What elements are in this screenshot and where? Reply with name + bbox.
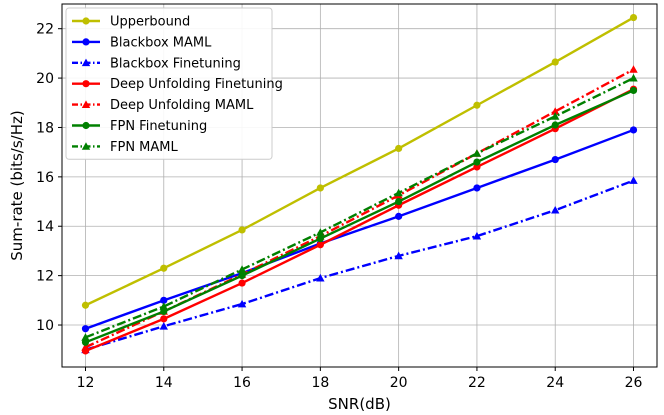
- data-point: [394, 251, 403, 260]
- data-point: [395, 212, 403, 220]
- data-point: [629, 86, 638, 95]
- legend-label: Blackbox Finetuning: [110, 56, 241, 71]
- series-line: [85, 179, 634, 351]
- series-line: [85, 88, 635, 353]
- axis-ticks: 12 14 16 18 20 22 24 26 10 12 14 16 18 20 22: [36, 22, 642, 391]
- legend-label: Deep Unfolding MAML: [110, 98, 254, 113]
- series-blackbox-finetuning: [81, 176, 638, 354]
- x-tick-label: 16: [233, 375, 251, 391]
- legend-label: FPN Finetuning: [110, 119, 207, 134]
- y-tick-label: 14: [36, 219, 54, 235]
- data-point: [238, 226, 246, 234]
- data-point: [316, 228, 325, 236]
- data-point: [551, 58, 559, 66]
- data-point: [316, 241, 324, 249]
- data-point: [551, 112, 560, 120]
- legend-entry: FPN MAML: [72, 140, 178, 155]
- legend: Upperbound Blackbox MAML Blackbox Finetuni…: [65, 7, 283, 160]
- series-line: [84, 68, 635, 349]
- data-point: [82, 80, 90, 88]
- data-point: [473, 184, 481, 192]
- data-point: [237, 299, 247, 308]
- data-point: [394, 188, 403, 197]
- x-tick-label: 24: [546, 375, 564, 391]
- data-point: [551, 107, 560, 115]
- series-line: [85, 77, 635, 339]
- data-point: [316, 184, 324, 192]
- data-point: [160, 264, 168, 272]
- data-point: [472, 231, 482, 240]
- data-point: [82, 38, 90, 46]
- data-point: [473, 101, 481, 109]
- x-axis-label: SNR(dB): [328, 395, 391, 413]
- y-tick-label: 16: [36, 170, 54, 186]
- data-point: [81, 301, 90, 309]
- x-tick-label: 26: [625, 375, 643, 391]
- series-line: [84, 16, 635, 307]
- legend-entry: FPN Finetuning: [72, 119, 207, 134]
- legend-label: Upperbound: [110, 15, 190, 30]
- series-fpn-maml: [81, 73, 638, 341]
- data-point: [159, 322, 168, 330]
- legend-label: Blackbox MAML: [110, 35, 212, 50]
- series-fpn-finetuning: [81, 86, 638, 346]
- data-point: [395, 197, 403, 206]
- legend-entry: Deep Unfolding MAML: [72, 98, 254, 113]
- data-point: [81, 142, 91, 150]
- data-point: [551, 205, 560, 214]
- y-tick-label: 18: [36, 120, 54, 136]
- legend-entry: Deep Unfolding Finetuning: [72, 77, 283, 92]
- data-point: [472, 149, 482, 157]
- data-point: [238, 279, 246, 287]
- legend-entry: Blackbox Finetuning: [72, 56, 241, 71]
- y-tick-label: 22: [36, 22, 54, 38]
- data-point: [160, 296, 168, 304]
- data-point: [395, 144, 403, 153]
- data-point: [629, 73, 638, 82]
- data-point: [82, 121, 90, 130]
- legend-entry: Blackbox MAML: [72, 35, 212, 50]
- series-lines: [81, 13, 638, 355]
- x-tick-label: 22: [468, 375, 486, 391]
- data-point: [316, 273, 325, 282]
- plot-frame: [61, 3, 658, 368]
- data-point: [82, 17, 90, 25]
- y-tick-label: 20: [36, 71, 54, 87]
- legend-label: Deep Unfolding Finetuning: [110, 77, 283, 92]
- x-tick-label: 18: [311, 375, 329, 391]
- y-tick-label: 10: [36, 318, 54, 334]
- data-point: [629, 126, 638, 134]
- data-point: [316, 234, 324, 243]
- data-point: [81, 333, 90, 341]
- data-point: [551, 155, 559, 164]
- data-point: [238, 272, 246, 280]
- data-point: [629, 13, 638, 22]
- series-blackbox-maml: [81, 126, 638, 333]
- series-line: [85, 89, 634, 344]
- data-point: [81, 325, 90, 333]
- data-point: [160, 315, 168, 323]
- series-upperbound: [81, 13, 638, 309]
- y-axis-label: Sum-rate (bits/s/Hz): [8, 110, 26, 260]
- legend-entry: Upperbound: [72, 15, 190, 30]
- legend-label: FPN MAML: [110, 140, 178, 155]
- x-tick-label: 14: [155, 375, 173, 391]
- data-point: [473, 163, 481, 171]
- x-tick-label: 20: [390, 375, 408, 391]
- data-point: [473, 158, 481, 166]
- data-point: [629, 176, 638, 184]
- data-point: [81, 58, 91, 67]
- series-line: [85, 128, 634, 330]
- data-point: [159, 302, 168, 310]
- data-point: [237, 265, 247, 273]
- data-point: [551, 121, 559, 129]
- y-tick-label: 12: [36, 269, 54, 285]
- data-point: [629, 65, 638, 73]
- legend-box: [65, 7, 273, 160]
- data-point: [81, 100, 91, 108]
- data-point: [81, 343, 90, 351]
- x-tick-label: 12: [77, 375, 95, 391]
